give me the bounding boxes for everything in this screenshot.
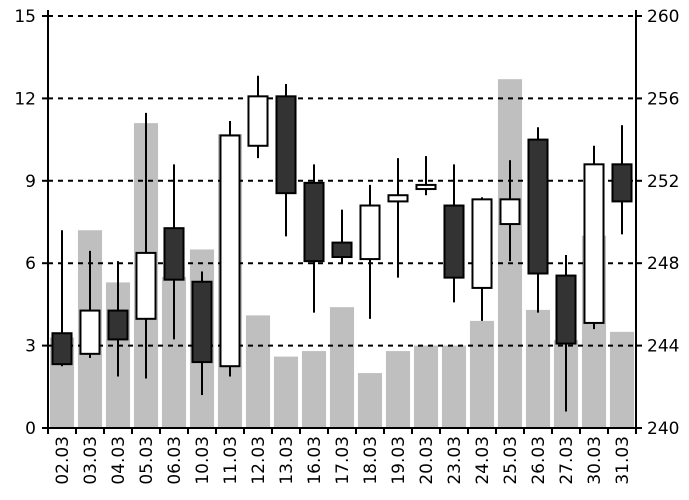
candle-body-down bbox=[611, 163, 633, 203]
x-axis-date-label: 06.03 bbox=[165, 436, 185, 485]
candle-body-up bbox=[135, 251, 157, 320]
right-axis-tick-label: 244 bbox=[647, 337, 679, 357]
x-axis-date-label: 24.03 bbox=[473, 436, 493, 485]
candle-body-down bbox=[163, 227, 185, 281]
candle-body-up bbox=[219, 134, 241, 368]
x-axis-date-label: 13.03 bbox=[277, 436, 297, 485]
candle-body-down bbox=[443, 204, 465, 279]
candle-body-down bbox=[191, 280, 213, 364]
left-axis-tick-label: 6 bbox=[25, 254, 36, 274]
volume-bar bbox=[357, 373, 383, 428]
axes bbox=[42, 10, 642, 434]
axis-labels: 0 3 6 9 12 15 240 244 248 252 256 260 02.03 03.03 04.0… bbox=[14, 7, 679, 485]
candle-body-down bbox=[555, 274, 577, 345]
candle-body-up bbox=[415, 183, 437, 191]
x-axis-date-label: 27.03 bbox=[557, 436, 577, 485]
volume-bar bbox=[245, 315, 271, 428]
right-axis-tick-label: 240 bbox=[647, 419, 679, 439]
candle-body-up bbox=[359, 204, 381, 261]
x-axis-date-label: 02.03 bbox=[53, 436, 73, 485]
candle-body-down bbox=[107, 309, 129, 341]
candle-body-down bbox=[303, 181, 325, 263]
candle-body-up bbox=[387, 194, 409, 203]
left-axis-tick-label: 0 bbox=[25, 419, 36, 439]
x-axis-date-label: 26.03 bbox=[529, 436, 549, 485]
right-axis-tick-label: 252 bbox=[647, 172, 679, 192]
candle-body-down bbox=[527, 138, 549, 275]
right-axis-tick-label: 260 bbox=[647, 7, 679, 27]
volume-bar bbox=[329, 307, 355, 428]
candle-body-down bbox=[275, 95, 297, 195]
candle-body-up bbox=[79, 309, 101, 355]
candle-body-up bbox=[471, 198, 493, 289]
left-axis-tick-label: 9 bbox=[25, 172, 36, 192]
volume-bar bbox=[525, 309, 551, 428]
x-axis-date-label: 05.03 bbox=[137, 436, 157, 485]
x-axis-date-label: 11.03 bbox=[221, 436, 241, 485]
x-axis-date-label: 25.03 bbox=[501, 436, 521, 485]
volume-bar bbox=[609, 331, 635, 428]
volume-bar bbox=[301, 351, 327, 428]
candle-body-up bbox=[247, 95, 269, 147]
volume-bar bbox=[469, 320, 495, 428]
x-axis-date-label: 12.03 bbox=[249, 436, 269, 485]
volume-bar bbox=[441, 345, 467, 428]
left-axis-tick-label: 3 bbox=[25, 337, 36, 357]
volume-bar bbox=[385, 351, 411, 428]
volume-bar bbox=[413, 345, 439, 428]
x-axis-date-label: 31.03 bbox=[613, 436, 633, 485]
x-axis-date-label: 03.03 bbox=[81, 436, 101, 485]
volume-bar bbox=[273, 356, 299, 428]
x-axis-date-label: 10.03 bbox=[193, 436, 213, 485]
x-axis-date-label: 18.03 bbox=[361, 436, 381, 485]
left-axis-tick-label: 12 bbox=[14, 89, 36, 109]
x-axis-date-label: 30.03 bbox=[585, 436, 605, 485]
right-axis-tick-label: 248 bbox=[647, 254, 679, 274]
candle-body-up bbox=[583, 163, 605, 324]
x-axis-date-label: 16.03 bbox=[305, 436, 325, 485]
right-axis-tick-label: 256 bbox=[647, 89, 679, 109]
x-axis-date-label: 04.03 bbox=[109, 436, 129, 485]
left-axis-tick-label: 15 bbox=[14, 7, 36, 27]
candle-body-down bbox=[331, 241, 353, 259]
x-axis-date-label: 19.03 bbox=[389, 436, 409, 485]
x-axis-date-label: 17.03 bbox=[333, 436, 353, 485]
candle-body-up bbox=[499, 198, 521, 226]
x-axis-date-label: 20.03 bbox=[417, 436, 437, 485]
candles bbox=[51, 75, 633, 412]
x-axis-date-label: 23.03 bbox=[445, 436, 465, 485]
candle-body-down bbox=[51, 332, 73, 366]
